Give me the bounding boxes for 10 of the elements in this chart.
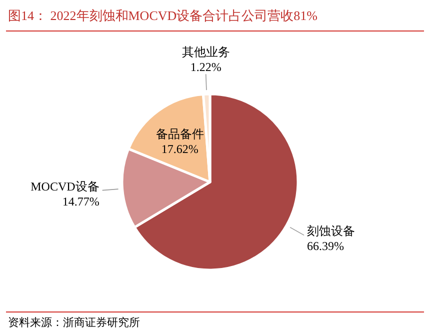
text: 资料来源：浙商证券研究所 <box>8 316 140 329</box>
data-label: 17.62% <box>161 142 198 156</box>
slice-label: 刻蚀设备 <box>306 224 355 238</box>
slice-label: MOCVD设备 <box>30 179 100 194</box>
slice-label: 备品备件 <box>156 126 204 141</box>
data-label: 1.22% <box>190 60 222 74</box>
data-label: 14.77% <box>62 194 100 208</box>
chart-title: 图14： 2022年刻蚀和MOCVD设备合计占公司营收81% <box>8 8 318 23</box>
slice-label: 其他业务 <box>182 45 230 60</box>
data-label: 66.39% <box>306 239 344 254</box>
